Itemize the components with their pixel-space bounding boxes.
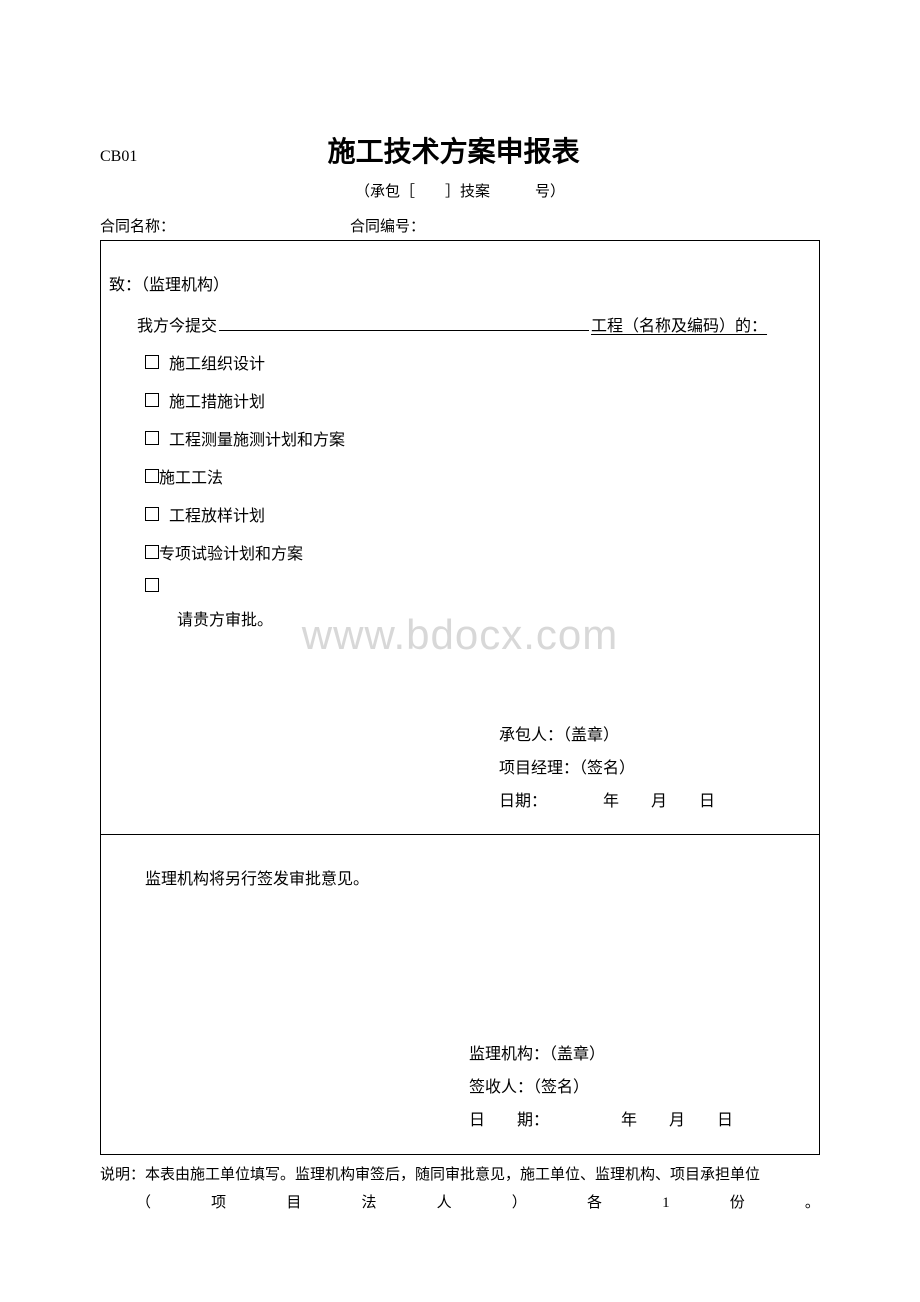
supervisor-note: 监理机构将另行签发审批意见。: [109, 865, 811, 889]
checkbox-item-3: 施工工法: [109, 464, 811, 488]
checkbox-item-6: [109, 578, 811, 592]
checkbox-label: 工程放样计划: [169, 502, 265, 526]
supervisor-section: 监理机构将另行签发审批意见。 监理机构：（盖章） 签收人：（签名） 日 期： 年…: [101, 835, 819, 1153]
form-body: 致：（监理机构） 我方今提交 工程（名称及编码）的： 施工组织设计施工措施计划工…: [100, 240, 820, 1155]
checkbox-item-0: 施工组织设计: [109, 350, 811, 374]
checkbox-icon: [145, 507, 159, 521]
checkbox-item-2: 工程测量施测计划和方案: [109, 426, 811, 450]
checkbox-label: 工程测量施测计划和方案: [169, 426, 345, 450]
footer-char: 。: [805, 1189, 820, 1218]
pm-signature: 项目经理：（签名）: [499, 753, 811, 786]
footer-char: （: [136, 1189, 151, 1218]
checkbox-label: 施工组织设计: [169, 350, 265, 374]
submit-prefix: 我方今提交: [137, 312, 217, 336]
checkbox-item-4: 工程放样计划: [109, 502, 811, 526]
supervisor-seal: 监理机构：（盖章）: [469, 1039, 811, 1072]
project-name-blank: [219, 311, 589, 331]
footer-char: 人: [437, 1189, 452, 1218]
contract-info-row: 合同名称： 合同编号：: [100, 215, 820, 236]
footer-char: 法: [361, 1189, 376, 1218]
checkbox-icon: [145, 469, 159, 483]
contractor-date: 日期： 年 月 日: [499, 786, 811, 819]
footer-char: 目: [286, 1189, 301, 1218]
form-title: 施工技术方案申报表: [87, 130, 820, 170]
footer-line2: （ 项 目 法 人 ） 各 1 份 。: [100, 1189, 820, 1218]
contractor-section: 致：（监理机构） 我方今提交 工程（名称及编码）的： 施工组织设计施工措施计划工…: [101, 241, 819, 835]
checkbox-label: 施工工法: [159, 464, 223, 488]
checkbox-item-1: 施工措施计划: [109, 388, 811, 412]
contract-no-label: 合同编号：: [350, 215, 425, 236]
receiver-signature: 签收人：（签名）: [469, 1072, 811, 1105]
supervisor-signature-block: 监理机构：（盖章） 签收人：（签名） 日 期： 年 月 日: [109, 1039, 811, 1137]
checkbox-icon: [145, 393, 159, 407]
submission-line: 我方今提交 工程（名称及编码）的：: [109, 311, 811, 336]
supervisor-date: 日 期： 年 月 日: [469, 1105, 811, 1138]
contractor-signature-block: 承包人：（盖章） 项目经理：（签名） 日期： 年 月 日: [109, 720, 811, 818]
recipient-line: 致：（监理机构）: [109, 271, 811, 295]
footer-char: 份: [730, 1189, 745, 1218]
footer-line1: 说明：本表由施工单位填写。监理机构审签后，随同审批意见，施工单位、监理机构、项目…: [100, 1161, 820, 1190]
checkbox-icon: [145, 578, 159, 592]
footer-char: 各: [587, 1189, 602, 1218]
footer-char: 1: [662, 1189, 670, 1218]
footer-char: ）: [512, 1189, 527, 1218]
contract-name-label: 合同名称：: [100, 215, 350, 236]
checkbox-label: 专项试验计划和方案: [159, 540, 303, 564]
checkbox-label: 施工措施计划: [169, 388, 265, 412]
contractor-seal: 承包人：（盖章）: [499, 720, 811, 753]
checkbox-icon: [145, 355, 159, 369]
approval-request: 请贵方审批。: [109, 606, 811, 630]
checkbox-icon: [145, 431, 159, 445]
submit-suffix: 工程（名称及编码）的：: [591, 312, 767, 336]
footer-char: 项: [211, 1189, 226, 1218]
form-subtitle: （承包［ ］技案 号）: [100, 180, 820, 201]
footer-note: 说明：本表由施工单位填写。监理机构审签后，随同审批意见，施工单位、监理机构、项目…: [100, 1161, 820, 1218]
checkbox-icon: [145, 545, 159, 559]
checkbox-item-5: 专项试验计划和方案: [109, 540, 811, 564]
